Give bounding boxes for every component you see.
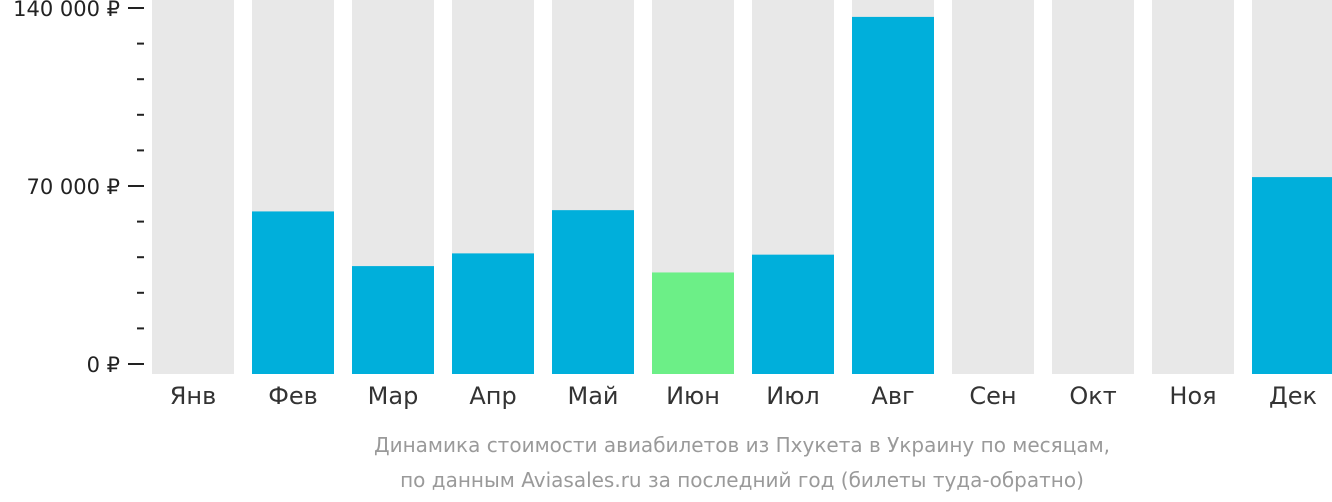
bars	[252, 16, 1332, 375]
x-tick-label: Дек	[1269, 382, 1317, 410]
x-axis: Янв Фев Мар Апр Май Июн Июл Авг Сен Окт Ноя Дек	[170, 382, 1317, 410]
x-tick-label: Мар	[368, 382, 419, 410]
column-bg	[1152, 0, 1234, 374]
bar	[852, 16, 934, 375]
caption-line-1: Динамика стоимости авиабилетов из Пхукет…	[374, 433, 1110, 457]
y-tick-label: 70 000 ₽	[26, 175, 120, 199]
column-bg	[952, 0, 1034, 374]
x-tick-label: Июл	[766, 382, 820, 410]
bar	[352, 266, 434, 374]
x-tick-label: Ноя	[1169, 382, 1216, 410]
bar	[752, 254, 834, 374]
bar	[252, 211, 334, 374]
y-tick-label: 0 ₽	[87, 353, 120, 377]
column-bg	[152, 0, 234, 374]
x-tick-label: Фев	[268, 382, 318, 410]
chart-caption: Динамика стоимости авиабилетов из Пхукет…	[374, 433, 1110, 492]
x-tick-label: Июн	[666, 382, 720, 410]
y-axis: 0 ₽ 70 000 ₽ 140 000 ₽	[13, 0, 144, 377]
caption-line-2: по данным Aviasales.ru за последний год …	[400, 468, 1084, 492]
x-tick-label: Янв	[170, 382, 217, 410]
bar	[452, 253, 534, 374]
column-bg	[1052, 0, 1134, 374]
x-tick-label: Окт	[1069, 382, 1116, 410]
x-tick-label: Май	[567, 382, 618, 410]
y-tick-label: 140 000 ₽	[13, 0, 120, 21]
bar	[552, 210, 634, 374]
bar	[1252, 177, 1332, 374]
bar	[652, 272, 734, 374]
x-tick-label: Апр	[469, 382, 516, 410]
x-tick-label: Сен	[969, 382, 1016, 410]
x-tick-label: Авг	[871, 382, 914, 410]
